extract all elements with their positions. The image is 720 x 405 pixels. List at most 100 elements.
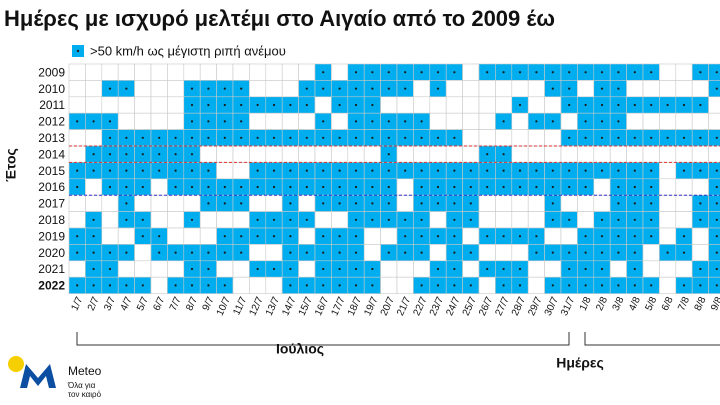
cell-dot: [322, 202, 325, 205]
cell-dot: [420, 235, 423, 238]
cell: [462, 112, 480, 130]
cell-dot: [92, 120, 95, 123]
cell: [85, 80, 103, 98]
cell-dot: [518, 235, 522, 238]
cell-dot: [617, 235, 620, 238]
cell-dot: [158, 235, 161, 238]
cell-dot: [272, 136, 276, 139]
cell: [544, 96, 562, 114]
cell-dot: [371, 87, 374, 90]
cell-dot: [436, 202, 440, 205]
cell-dot: [354, 103, 358, 107]
cell-dot: [502, 284, 505, 287]
cell: [659, 145, 677, 163]
cell: [429, 211, 447, 229]
cell-dot: [633, 235, 636, 238]
cell: [134, 63, 152, 81]
cell: [167, 227, 185, 245]
x-tick-label: 7/8: [676, 295, 692, 313]
legend-label: >50 km/h ως μέγιστη ριπή ανέμου: [90, 43, 286, 58]
cell-dot: [617, 218, 620, 221]
cell-dot: [108, 284, 112, 287]
cell-dot: [92, 284, 95, 287]
cell: [708, 145, 720, 163]
cell-dot: [354, 87, 358, 90]
x-tick-label: 30/7: [543, 295, 561, 318]
cell-dot: [568, 87, 571, 90]
cell: [216, 63, 234, 81]
cell-dot: [617, 87, 620, 90]
x-tick-label: 25/7: [461, 295, 479, 318]
cell-dot: [682, 284, 686, 287]
cell-dot: [518, 185, 522, 189]
cell-dot: [289, 235, 292, 238]
cell: [68, 194, 86, 212]
cell: [511, 244, 529, 262]
cell-dot: [76, 235, 79, 238]
cell-dot: [354, 120, 358, 123]
cell: [314, 145, 332, 163]
cell-dot: [436, 284, 440, 287]
cell: [134, 244, 152, 262]
cell-dot: [338, 251, 341, 254]
cell-dot: [453, 136, 456, 139]
cell: [380, 227, 398, 245]
cell-dot: [551, 251, 554, 254]
cell: [150, 211, 168, 229]
cell: [577, 80, 595, 98]
x-tick-label: 20/7: [379, 295, 397, 318]
cell: [249, 194, 267, 212]
cell-dot: [469, 251, 472, 254]
cell: [429, 96, 447, 114]
cell-dot: [371, 267, 374, 271]
cell-dot: [125, 153, 128, 156]
cell: [708, 162, 720, 180]
cell: [68, 129, 86, 147]
cell: [511, 80, 529, 98]
x-tick-label: 18/7: [346, 295, 364, 318]
cell-dot: [174, 251, 177, 254]
cell-dot: [240, 202, 243, 205]
cell-dot: [92, 218, 95, 221]
cell: [249, 244, 267, 262]
cell: [593, 145, 611, 163]
x-tick-label: 29/7: [526, 295, 544, 318]
cell: [560, 112, 578, 130]
cell: [331, 63, 349, 81]
cell-dot: [715, 136, 718, 139]
cell-dot: [420, 218, 423, 221]
cell-dot: [699, 202, 702, 205]
cell-dot: [404, 136, 407, 139]
cell-dot: [289, 103, 292, 107]
cell: [249, 80, 267, 98]
cell-dot: [289, 251, 292, 254]
cell-dot: [436, 87, 440, 90]
cell: [298, 63, 316, 81]
cell-dot: [535, 251, 538, 254]
cell: [511, 194, 529, 212]
cell-dot: [190, 251, 194, 254]
cell: [150, 80, 168, 98]
cell-dot: [108, 267, 112, 271]
cell: [659, 80, 677, 98]
cell-dot: [338, 284, 341, 287]
cell-dot: [338, 87, 341, 90]
cell: [626, 80, 644, 98]
y-tick-label: 2010: [38, 82, 65, 96]
cell: [134, 194, 152, 212]
cell: [68, 63, 86, 81]
cell-dot: [207, 103, 210, 107]
cell: [281, 80, 299, 98]
cell: [675, 145, 693, 163]
cell: [298, 145, 316, 163]
cell: [527, 80, 545, 98]
cell: [347, 145, 365, 163]
cell-dot: [420, 284, 423, 287]
cell-dot: [322, 120, 325, 123]
cell-dot: [404, 87, 407, 90]
cell: [167, 260, 185, 278]
cell: [199, 145, 217, 163]
cell-dot: [551, 202, 554, 205]
cell-dot: [584, 267, 587, 271]
cell: [101, 211, 119, 229]
